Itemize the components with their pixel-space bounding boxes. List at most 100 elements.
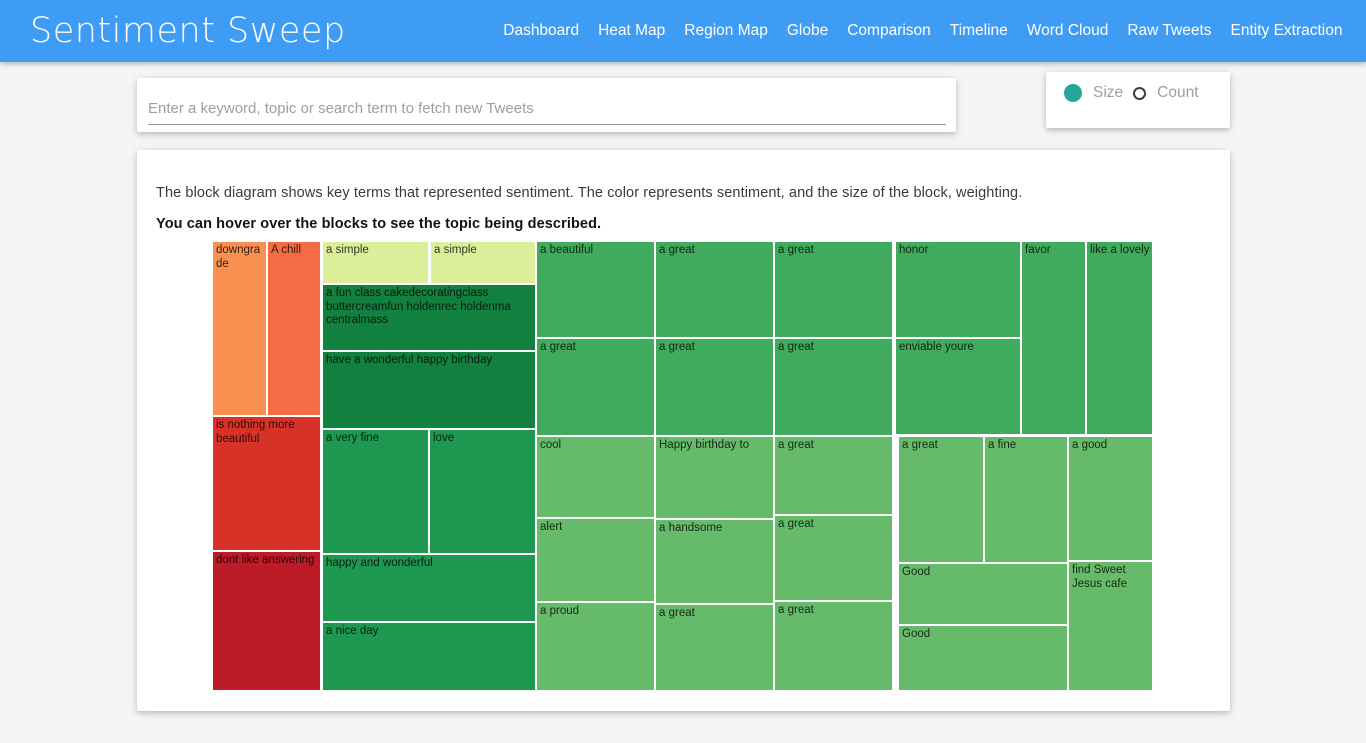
treemap-block[interactable]: a great [537,339,654,435]
treemap-block[interactable]: a great [899,437,983,562]
treemap-block-label: find Sweet Jesus cafe [1069,562,1152,591]
treemap-block-label: a simple [323,242,428,258]
treemap-block[interactable]: is nothing more beautiful [213,417,320,550]
treemap-block-label: love [430,430,535,446]
search-card [137,78,956,132]
treemap-block[interactable]: happy and wonderful [323,555,535,621]
treemap-block-label: favor [1022,242,1085,258]
treemap-block[interactable]: a great [656,242,773,337]
treemap-block-label: dont like answering [213,552,320,568]
treemap-block[interactable]: downgrade [213,242,266,415]
treemap-block-label: Happy birthday to [656,437,773,453]
treemap-block-label: a great [899,437,983,453]
nav-item-word-cloud[interactable]: Word Cloud [1017,22,1118,40]
size-count-toggle-card: Size Count [1046,72,1230,128]
treemap-block-label: happy and wonderful [323,555,535,571]
radio-unselected-icon [1133,87,1146,100]
treemap-block-label: honor [896,242,1020,258]
treemap-block-label: a great [775,242,892,258]
treemap-block-label: a great [537,339,654,355]
treemap-block[interactable]: enviable youre [896,339,1020,434]
treemap: downgradeA chill is nothing more beautifu… [213,242,1152,690]
treemap-block[interactable]: favor [1022,242,1085,434]
nav-item-entity-extraction[interactable]: Entity Extraction [1221,22,1352,40]
treemap-block-label: enviable youre [896,339,1020,355]
treemap-description: The block diagram shows key terms that r… [156,185,1022,201]
treemap-block-label: a great [775,516,892,532]
treemap-block[interactable]: cool [537,437,654,517]
treemap-block-label: a simple [431,242,535,258]
nav-bar: DashboardHeat MapRegion MapGlobeComparis… [494,22,1366,40]
app-header: Sentiment Sweep DashboardHeat MapRegion … [0,0,1366,62]
treemap-block[interactable]: a great [656,605,773,690]
block-diagram-card: The block diagram shows key terms that r… [137,150,1230,711]
nav-item-heat-map[interactable]: Heat Map [589,22,675,40]
size-count-toggle: Size Count [1046,72,1230,102]
treemap-block[interactable]: Good [899,564,1067,624]
treemap-block-label: a very fine [323,430,428,446]
treemap-block[interactable]: a great [775,602,892,690]
treemap-block-label: a great [775,602,892,618]
treemap-block[interactable]: a very fine [323,430,428,553]
treemap-block[interactable]: alert [537,519,654,601]
treemap-block[interactable]: find Sweet Jesus cafe [1069,562,1152,690]
treemap-block-label: a great [775,437,892,453]
treemap-block-label: alert [537,519,654,535]
radio-size[interactable]: Size [1064,84,1133,102]
radio-selected-icon [1064,84,1082,102]
treemap-block[interactable]: a great [656,339,773,435]
treemap-block-label: a nice day [323,623,535,639]
treemap-block[interactable]: a fun class cakedecoratingclass buttercr… [323,285,535,350]
app-title[interactable]: Sentiment Sweep [0,11,346,51]
treemap-block[interactable]: a nice day [323,623,535,690]
radio-count[interactable]: Count [1133,84,1198,102]
treemap-block[interactable]: a great [775,339,892,435]
treemap-block[interactable]: a great [775,516,892,600]
treemap-block-label: a great [656,242,773,258]
treemap-block-label: A chill [268,242,320,258]
treemap-block[interactable]: love [430,430,535,553]
treemap-block-label: a great [656,339,773,355]
treemap-hover-hint: You can hover over the blocks to see the… [156,216,601,232]
treemap-block[interactable]: a great [775,437,892,514]
treemap-block[interactable]: a proud [537,603,654,690]
treemap-block-label: a great [656,605,773,621]
treemap-block[interactable]: a good [1069,437,1152,560]
treemap-block[interactable]: A chill [268,242,320,415]
treemap-block-label: a fine [985,437,1067,453]
treemap-block[interactable]: have a wonderful happy birthday [323,352,535,428]
nav-item-dashboard[interactable]: Dashboard [494,22,589,40]
treemap-block[interactable]: honor [896,242,1020,337]
treemap-block-label: downgrade [213,242,266,271]
treemap-block[interactable]: a simple [431,242,535,283]
treemap-block-label: Good [899,626,1067,642]
treemap-block-label: a great [775,339,892,355]
treemap-block-label: like a lovely [1087,242,1152,258]
radio-size-label: Size [1093,84,1123,102]
nav-item-raw-tweets[interactable]: Raw Tweets [1118,22,1221,40]
radio-count-label: Count [1157,84,1198,102]
treemap-block-label: a proud [537,603,654,619]
nav-item-timeline[interactable]: Timeline [940,22,1017,40]
treemap-block[interactable]: a handsome [656,520,773,603]
treemap-block-label: a fun class cakedecoratingclass buttercr… [323,285,535,328]
nav-item-region-map[interactable]: Region Map [675,22,778,40]
treemap-block[interactable]: like a lovely [1087,242,1152,434]
treemap-block-label: have a wonderful happy birthday [323,352,535,368]
treemap-block[interactable]: a great [775,242,892,337]
treemap-block[interactable]: a beautiful [537,242,654,337]
treemap-block-label: is nothing more beautiful [213,417,320,446]
treemap-block[interactable]: dont like answering [213,552,320,690]
search-input[interactable] [148,100,946,125]
treemap-block[interactable]: Happy birthday to [656,437,773,518]
nav-item-globe[interactable]: Globe [777,22,837,40]
treemap-block-label: a good [1069,437,1152,453]
treemap-block-label: cool [537,437,654,453]
nav-item-comparison[interactable]: Comparison [838,22,941,40]
treemap-block[interactable]: a fine [985,437,1067,562]
treemap-block-label: Good [899,564,1067,580]
treemap-block[interactable]: Good [899,626,1067,690]
treemap-block-label: a handsome [656,520,773,536]
treemap-block[interactable]: a simple [323,242,428,283]
treemap-block-label: a beautiful [537,242,654,258]
